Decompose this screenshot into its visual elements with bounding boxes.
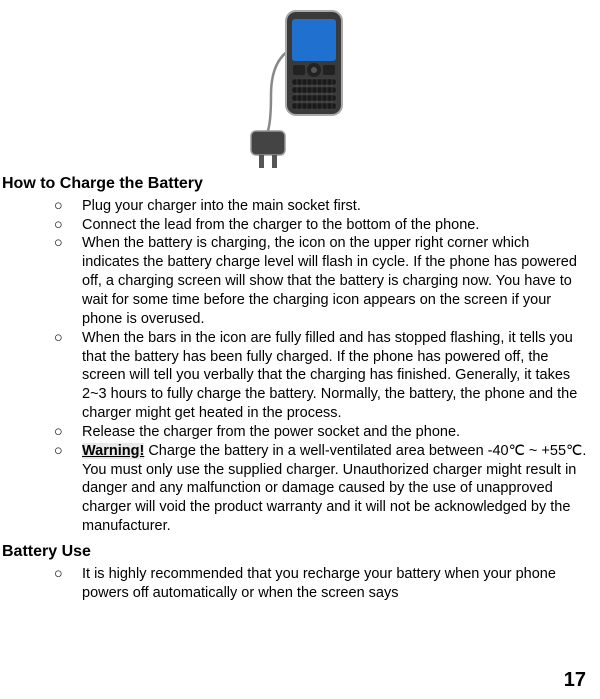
list-item: Plug your charger into the main socket f… bbox=[54, 197, 590, 216]
phone-svg bbox=[231, 5, 361, 170]
warning-text: Charge the battery in a well-ventilated … bbox=[82, 443, 586, 534]
page-number: 17 bbox=[564, 667, 586, 693]
section-heading-battery-use: Battery Use bbox=[2, 542, 590, 563]
list-item: When the bars in the icon are fully fill… bbox=[54, 329, 590, 423]
list-item-warning: Warning! Charge the battery in a well-ve… bbox=[54, 442, 590, 536]
list-item: When the battery is charging, the icon o… bbox=[54, 234, 590, 328]
battery-use-list: It is highly recommended that you rechar… bbox=[2, 565, 590, 603]
section-heading-charge: How to Charge the Battery bbox=[2, 174, 590, 195]
list-item: Release the charger from the power socke… bbox=[54, 423, 590, 442]
warning-label: Warning! bbox=[82, 443, 144, 459]
charge-list: Plug your charger into the main socket f… bbox=[2, 197, 590, 536]
list-item: Connect the lead from the charger to the… bbox=[54, 216, 590, 235]
phone-charger-illustration bbox=[2, 5, 590, 170]
document-page: How to Charge the Battery Plug your char… bbox=[0, 0, 600, 602]
list-item: It is highly recommended that you rechar… bbox=[54, 565, 590, 603]
